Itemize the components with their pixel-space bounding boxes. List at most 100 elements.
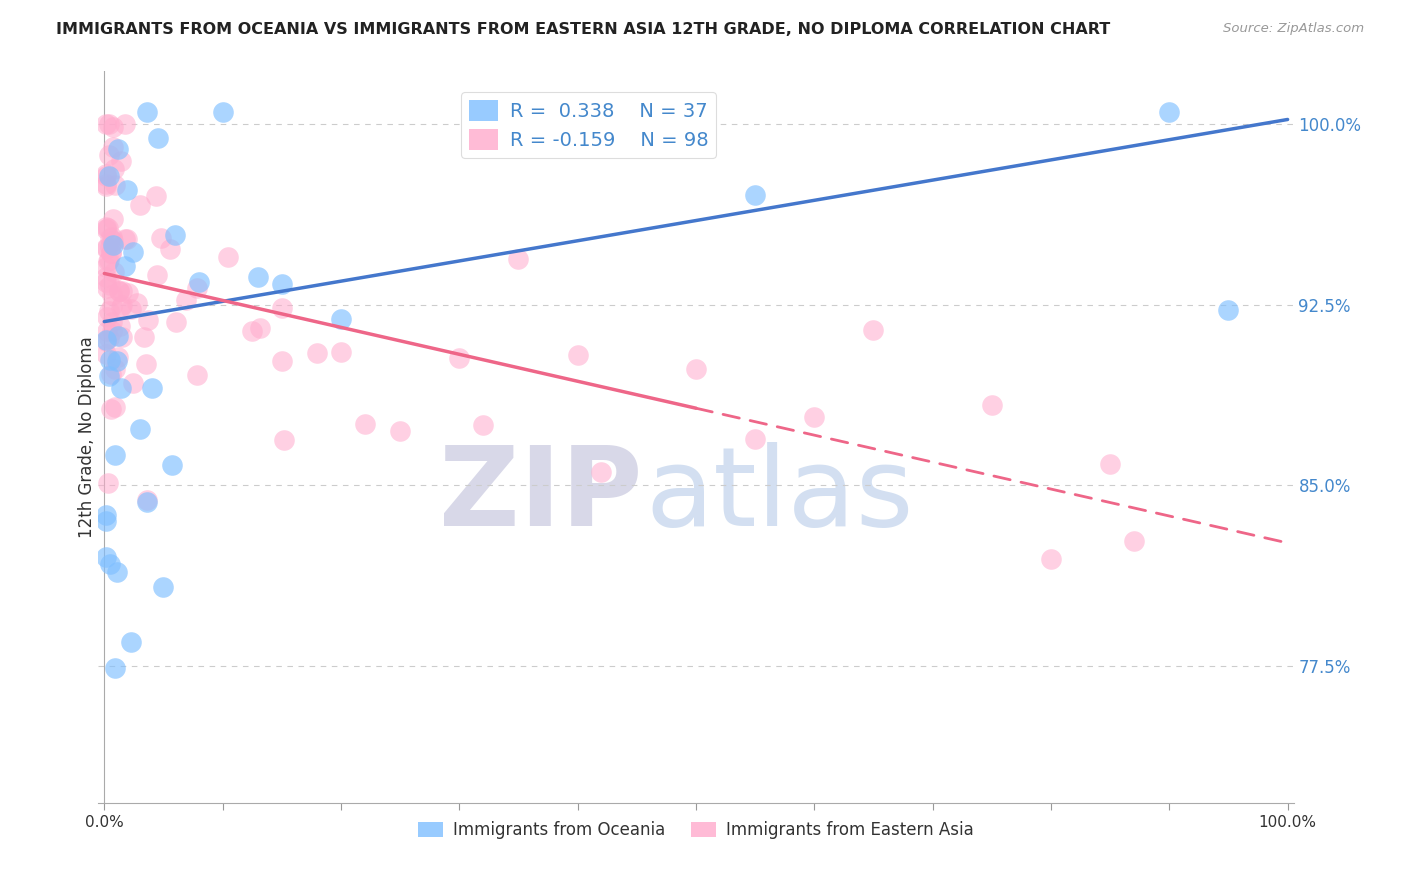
Point: [270, 354, 292, 368]
Point: [1122, 533, 1144, 548]
Point: [108, 284, 131, 298]
Point: [149, 230, 172, 244]
Point: [94, 508, 117, 522]
Point: [165, 228, 187, 243]
Point: [97, 252, 120, 267]
Point: [94, 221, 117, 235]
Point: [249, 321, 271, 335]
Point: [103, 120, 125, 134]
Point: [110, 381, 132, 395]
Point: [270, 277, 292, 291]
Point: [94, 169, 117, 183]
Point: [97, 476, 120, 491]
Point: [1099, 457, 1122, 471]
Point: [94, 334, 117, 348]
Point: [105, 353, 128, 368]
Point: [94, 346, 117, 360]
Point: [389, 424, 412, 438]
Point: [107, 329, 129, 343]
Point: [97, 304, 120, 318]
Point: [330, 344, 353, 359]
Point: [104, 400, 127, 414]
Point: [1159, 105, 1181, 120]
Point: [1039, 552, 1062, 566]
Point: [217, 250, 239, 264]
Point: [980, 398, 1002, 412]
Point: [110, 153, 132, 168]
Point: [117, 286, 139, 301]
Point: [97, 331, 120, 345]
Point: [101, 237, 124, 252]
Point: [98, 353, 121, 368]
Point: [186, 281, 208, 295]
Point: [100, 401, 122, 416]
Point: [98, 368, 121, 383]
Point: [111, 329, 134, 343]
Point: [121, 376, 143, 390]
Point: [145, 189, 167, 203]
Point: [120, 302, 142, 317]
Point: [94, 333, 117, 347]
Point: [165, 315, 187, 329]
Legend: Immigrants from Oceania, Immigrants from Eastern Asia: Immigrants from Oceania, Immigrants from…: [412, 814, 980, 846]
Point: [96, 324, 118, 338]
Point: [159, 242, 181, 256]
Point: [103, 661, 125, 675]
Point: [104, 362, 127, 376]
Point: [152, 580, 174, 594]
Point: [247, 270, 270, 285]
Point: [100, 246, 122, 260]
Point: [107, 351, 129, 365]
Point: [103, 161, 125, 176]
Point: [449, 351, 471, 366]
Point: [862, 323, 884, 337]
Point: [104, 449, 127, 463]
Point: [508, 252, 530, 266]
Point: [135, 105, 157, 120]
Text: ZIP: ZIP: [439, 442, 643, 549]
Point: [100, 367, 122, 381]
Point: [472, 417, 495, 432]
Point: [94, 167, 117, 181]
Point: [98, 117, 121, 131]
Point: [97, 221, 120, 235]
Point: [160, 458, 183, 473]
Point: [145, 268, 167, 283]
Point: [103, 211, 125, 226]
Point: [96, 117, 118, 131]
Point: [94, 269, 117, 284]
Point: [273, 433, 295, 447]
Point: [94, 514, 117, 528]
Point: [591, 466, 613, 480]
Point: [114, 117, 136, 131]
Point: [98, 230, 121, 244]
Point: [188, 275, 211, 289]
Point: [108, 285, 131, 299]
Point: [270, 301, 292, 315]
Point: [111, 298, 134, 312]
Point: [353, 417, 375, 431]
Point: [100, 324, 122, 338]
Point: [98, 240, 121, 254]
Point: [240, 324, 263, 338]
Point: [127, 295, 149, 310]
Y-axis label: 12th Grade, No Diploma: 12th Grade, No Diploma: [79, 336, 96, 538]
Text: IMMIGRANTS FROM OCEANIA VS IMMIGRANTS FROM EASTERN ASIA 12TH GRADE, NO DIPLOMA C: IMMIGRANTS FROM OCEANIA VS IMMIGRANTS FR…: [56, 22, 1111, 37]
Point: [174, 293, 197, 308]
Point: [115, 232, 138, 246]
Point: [744, 432, 766, 446]
Point: [685, 361, 707, 376]
Point: [101, 230, 124, 244]
Point: [330, 311, 353, 326]
Point: [94, 242, 117, 256]
Point: [114, 232, 136, 246]
Text: Source: ZipAtlas.com: Source: ZipAtlas.com: [1223, 22, 1364, 36]
Point: [98, 148, 121, 162]
Point: [101, 235, 124, 249]
Point: [132, 329, 155, 343]
Point: [94, 550, 117, 565]
Point: [120, 634, 142, 648]
Point: [744, 188, 766, 202]
Point: [107, 142, 129, 156]
Point: [108, 318, 131, 333]
